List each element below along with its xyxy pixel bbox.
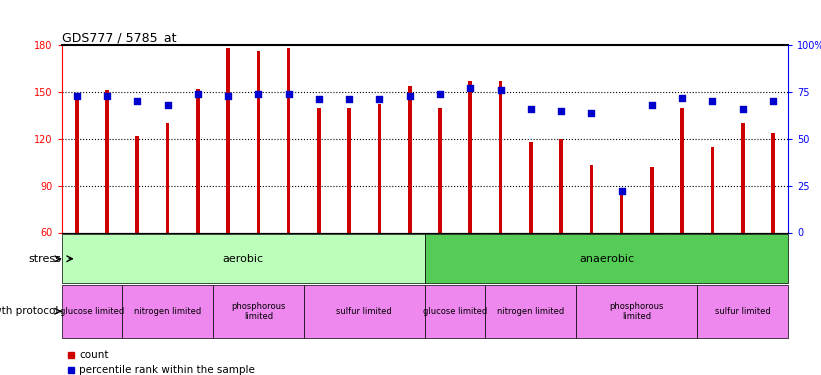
Text: GSM29922: GSM29922 (223, 235, 232, 276)
Text: GSM29930: GSM29930 (375, 235, 384, 277)
Text: GSM29927: GSM29927 (314, 235, 323, 277)
Text: GSM29936: GSM29936 (466, 235, 475, 277)
Bar (213, 285, 304, 338)
Bar (304, 285, 425, 338)
Bar (529, 142, 533, 232)
Text: sulfur limited: sulfur limited (337, 307, 392, 316)
Point (615, 188, 628, 194)
Point (706, 98, 719, 104)
Bar (711, 147, 714, 232)
Bar (697, 285, 788, 338)
Bar (62, 285, 122, 338)
Point (131, 98, 144, 104)
Bar (620, 190, 623, 232)
Bar (576, 285, 697, 338)
Bar (347, 108, 351, 232)
Text: growth protocol: growth protocol (0, 306, 58, 316)
Text: GSM29932: GSM29932 (406, 235, 415, 277)
Text: aerobic: aerobic (222, 254, 264, 264)
Text: GSM29912: GSM29912 (72, 235, 81, 276)
Legend: count, percentile rank within the sample: count, percentile rank within the sample (67, 350, 255, 375)
Bar (425, 234, 788, 283)
Bar (438, 108, 442, 232)
Text: GSM29951: GSM29951 (768, 235, 777, 277)
Point (222, 93, 235, 99)
Point (100, 93, 113, 99)
Text: GSM29920: GSM29920 (163, 235, 172, 277)
Point (403, 93, 416, 99)
Bar (650, 167, 654, 232)
Text: GSM29917: GSM29917 (133, 235, 142, 277)
Point (494, 87, 507, 93)
Bar (771, 132, 775, 232)
Bar (256, 51, 260, 232)
Text: GDS777 / 5785_at: GDS777 / 5785_at (62, 31, 176, 44)
Text: GSM29914: GSM29914 (103, 235, 112, 277)
Text: GSM29948: GSM29948 (708, 235, 717, 277)
Point (585, 110, 598, 116)
Text: GSM29945: GSM29945 (648, 235, 657, 277)
Bar (135, 136, 139, 232)
Point (676, 94, 689, 100)
Point (736, 106, 750, 112)
Text: stress: stress (28, 254, 61, 264)
Point (373, 96, 386, 102)
Point (161, 102, 174, 108)
Text: GSM29942: GSM29942 (587, 235, 596, 277)
Text: nitrogen limited: nitrogen limited (134, 307, 201, 316)
Point (252, 91, 265, 97)
Text: GSM29934: GSM29934 (435, 235, 444, 277)
Text: GSM29939: GSM29939 (526, 235, 535, 277)
Bar (741, 123, 745, 232)
Text: GSM29946: GSM29946 (677, 235, 686, 277)
Bar (62, 234, 425, 283)
Bar (469, 81, 472, 232)
Text: GSM29929: GSM29929 (345, 235, 354, 277)
Point (433, 91, 447, 97)
Text: GSM29937: GSM29937 (496, 235, 505, 277)
Text: GSM29949: GSM29949 (738, 235, 747, 277)
Point (191, 91, 204, 97)
Text: phosphorous
limited: phosphorous limited (610, 302, 664, 321)
Text: GSM29926: GSM29926 (284, 235, 293, 277)
Point (554, 108, 567, 114)
Bar (75, 95, 79, 232)
Bar (498, 81, 502, 232)
Text: glucose limited: glucose limited (60, 307, 124, 316)
Text: GSM29943: GSM29943 (617, 235, 626, 277)
Bar (122, 285, 213, 338)
Bar (227, 48, 230, 232)
Bar (425, 285, 485, 338)
Bar (589, 165, 594, 232)
Bar (317, 108, 321, 232)
Text: phosphorous
limited: phosphorous limited (232, 302, 286, 321)
Point (70, 93, 83, 99)
Text: anaerobic: anaerobic (579, 254, 634, 264)
Point (645, 102, 658, 108)
Point (342, 96, 355, 102)
Bar (485, 285, 576, 338)
Text: GSM29921: GSM29921 (193, 235, 202, 276)
Bar (287, 48, 291, 232)
Bar (105, 90, 109, 232)
Text: sulfur limited: sulfur limited (715, 307, 771, 316)
Point (767, 98, 780, 104)
Bar (166, 123, 169, 232)
Point (525, 106, 538, 112)
Text: glucose limited: glucose limited (423, 307, 488, 316)
Text: GSM29940: GSM29940 (557, 235, 566, 277)
Text: nitrogen limited: nitrogen limited (498, 307, 565, 316)
Bar (681, 108, 684, 232)
Bar (378, 104, 381, 232)
Point (464, 85, 477, 91)
Point (282, 91, 296, 97)
Bar (408, 86, 411, 232)
Bar (196, 89, 200, 232)
Bar (559, 139, 563, 232)
Point (312, 96, 325, 102)
Text: GSM29924: GSM29924 (254, 235, 263, 277)
